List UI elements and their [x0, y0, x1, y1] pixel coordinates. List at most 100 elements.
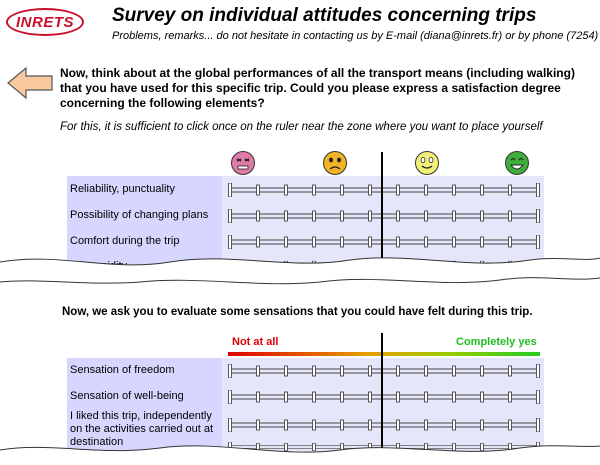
ruler-tick [424, 184, 428, 196]
ruler-tick [536, 209, 540, 223]
ruler-tick [480, 210, 484, 222]
section2-ruler-area [222, 358, 544, 454]
ruler-tick [368, 184, 372, 196]
item-label-changing-plans: Possibility of changing plans [70, 209, 209, 221]
page-title: Survey on individual attitudes concernin… [112, 5, 537, 26]
ruler-tick [284, 365, 288, 377]
section2-label-column [67, 358, 222, 454]
ruler-tick [536, 364, 540, 378]
ruler-tick [256, 184, 260, 196]
frowning-face-icon [323, 151, 347, 175]
item-label-freedom: Sensation of freedom [70, 364, 175, 376]
ruler-tick [228, 390, 232, 404]
rating-ruler-changing-plans[interactable] [228, 209, 540, 223]
ruler-tick [480, 443, 484, 451]
ruler-tick [284, 391, 288, 403]
ruler-tick [312, 365, 316, 377]
ruler-tick [536, 418, 540, 432]
ruler-tick [536, 390, 540, 404]
angry-face-icon [231, 151, 255, 175]
ruler-tick [256, 236, 260, 248]
ruler-tick [452, 210, 456, 222]
ruler-tick [256, 210, 260, 222]
ruler-tick [508, 419, 512, 431]
ruler-tick [228, 209, 232, 223]
ruler-tick [424, 419, 428, 431]
scale-gradient-bar [228, 352, 540, 356]
torn-page-bottom [0, 445, 600, 465]
ruler-tick [396, 210, 400, 222]
ruler-tick [368, 391, 372, 403]
ruler-tick [452, 419, 456, 431]
ruler-tick [340, 184, 344, 196]
ruler-tick [508, 365, 512, 377]
rating-ruler-liked-trip[interactable] [228, 418, 540, 432]
ruler-tick [424, 236, 428, 248]
rating-ruler-reliability[interactable] [228, 183, 540, 197]
ruler-tick [396, 365, 400, 377]
ruler-tick [284, 210, 288, 222]
rating-ruler-freedom[interactable] [228, 364, 540, 378]
section1-label-column [67, 176, 222, 268]
ruler-tick [480, 391, 484, 403]
back-arrow-icon[interactable] [6, 66, 54, 100]
ruler-tick [368, 365, 372, 377]
ruler-tick [284, 184, 288, 196]
ruler-tick [256, 391, 260, 403]
ruler-tick [340, 210, 344, 222]
section1-midpoint-line [381, 152, 383, 268]
ruler-tick [480, 365, 484, 377]
ruler-tick [368, 236, 372, 248]
logo-text: INRETS [15, 13, 74, 31]
ruler-tick [312, 236, 316, 248]
rating-ruler-comfort[interactable] [228, 235, 540, 249]
ruler-tick [480, 236, 484, 248]
section2-midpoint-line [381, 333, 383, 454]
ruler-tick [228, 183, 232, 197]
ruler-tick [508, 236, 512, 248]
ruler-tick [452, 365, 456, 377]
ruler-tick [312, 184, 316, 196]
ruler-tick [228, 235, 232, 249]
ruler-tick [396, 184, 400, 196]
item-label-well-being: Sensation of well-being [70, 390, 184, 402]
ruler-tick [452, 236, 456, 248]
ruler-tick [368, 210, 372, 222]
ruler-tick [228, 418, 232, 432]
ruler-tick [256, 419, 260, 431]
ruler-tick [284, 443, 288, 451]
ruler-tick [508, 210, 512, 222]
ruler-tick [536, 183, 540, 197]
question-text: Now, think about at the global performan… [60, 66, 575, 110]
ruler-tick [396, 419, 400, 431]
ruler-tick [312, 443, 316, 451]
scale-label-not-at-all: Not at all [232, 336, 279, 348]
inrets-logo: INRETS [6, 8, 84, 36]
neutral-smile-face-icon [415, 151, 439, 175]
ruler-tick [284, 236, 288, 248]
ruler-tick [256, 365, 260, 377]
item-label-liked-trip: I liked this trip, independently on the … [70, 410, 214, 448]
section1-ruler-area [222, 176, 544, 268]
ruler-tick [508, 184, 512, 196]
ruler-tick [424, 210, 428, 222]
page-subtitle: Problems, remarks... do not hesitate in … [112, 30, 599, 42]
ruler-tick [508, 391, 512, 403]
instruction-text: For this, it is sufficient to click once… [60, 121, 543, 133]
ruler-tick [340, 391, 344, 403]
ruler-tick [396, 236, 400, 248]
scale-label-completely-yes: Completely yes [456, 336, 537, 348]
ruler-tick [424, 365, 428, 377]
item-label-comfort: Comfort during the trip [70, 235, 180, 247]
section2-heading: Now, we ask you to evaluate some sensati… [62, 306, 533, 318]
item-label-reliability: Reliability, punctuality [70, 183, 175, 195]
ruler-tick [340, 419, 344, 431]
ruler-tick [536, 235, 540, 249]
ruler-tick [340, 236, 344, 248]
ruler-tick [480, 419, 484, 431]
ruler-tick [452, 184, 456, 196]
happy-face-icon [505, 151, 529, 175]
rating-ruler-well-being[interactable] [228, 390, 540, 404]
torn-page-divider [0, 257, 600, 285]
ruler-tick [312, 391, 316, 403]
